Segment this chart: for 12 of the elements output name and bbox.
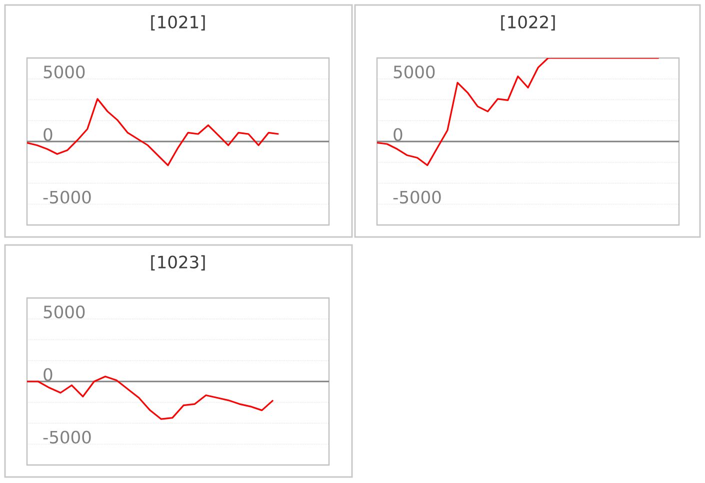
y-tick-label: 0 (44, 128, 52, 141)
y-tick-label: 0 (394, 128, 402, 141)
y-tick-label: 5000 (394, 65, 435, 78)
chart-title: [1022] (501, 15, 555, 30)
y-tick-label: -5000 (43, 190, 91, 204)
y-tick-label: 5000 (44, 65, 85, 78)
chart-title: [1021] (151, 15, 205, 30)
y-tick-label: 0 (44, 368, 52, 381)
y-tick-label: -5000 (43, 430, 91, 444)
y-tick-label: 5000 (44, 305, 85, 318)
y-tick-label: -5000 (393, 190, 441, 204)
chart-title: [1023] (151, 255, 205, 270)
